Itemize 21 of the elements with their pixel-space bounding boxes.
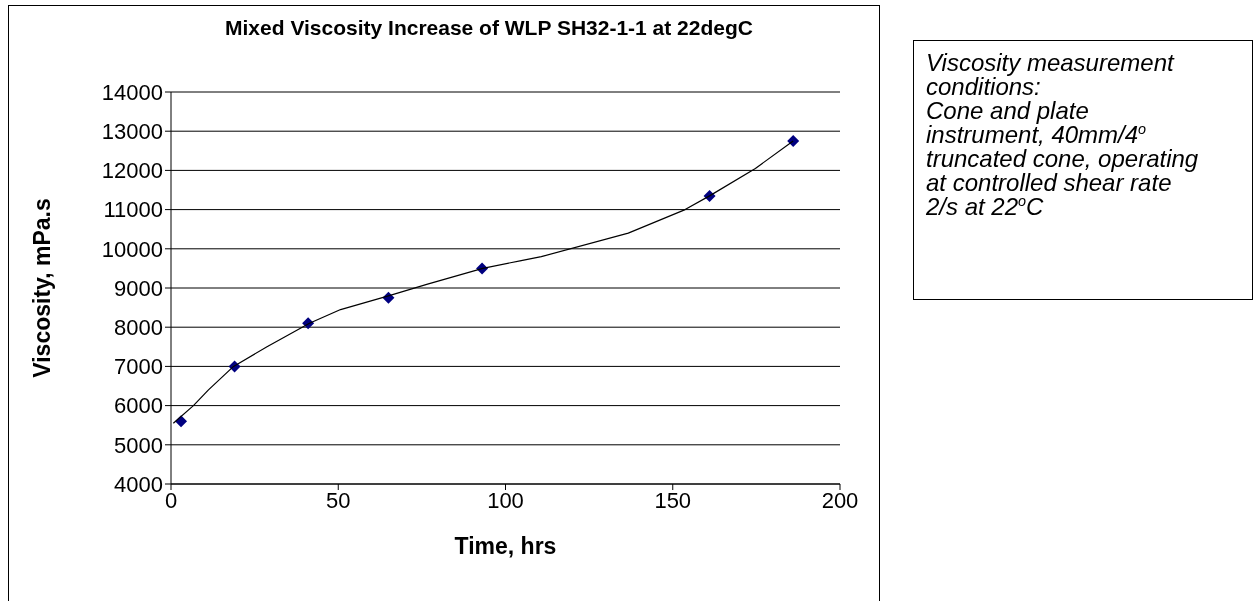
y-tick-label: 10000: [101, 236, 163, 262]
y-tick-label: 12000: [101, 158, 163, 184]
chart-title: Mixed Viscosity Increase of WLP SH32-1-1 at 22degC: [224, 16, 754, 40]
y-axis-title: Viscosity, mPa.s: [29, 198, 56, 378]
y-tick-label: 6000: [114, 393, 163, 419]
x-tick-label: 200: [821, 487, 859, 513]
y-tick-label: 7000: [114, 354, 163, 380]
y-tick-label: 4000: [114, 471, 163, 497]
point: [787, 135, 800, 147]
y-tick-label: 14000: [101, 79, 163, 105]
x-tick-label: 150: [654, 487, 692, 513]
text: Viscosity measurement conditions: Cone and plate instrument, 40mm/4$^{o}$ truncated cone, operating at controlled shear rate 2/s at 22$^{o}$C: [926, 49, 1199, 220]
x-tick-label: 50: [326, 487, 351, 513]
x-tick-label: 100: [487, 487, 524, 513]
y-tick-label: 5000: [114, 432, 163, 458]
y-tick-label: 9000: [114, 275, 163, 301]
x-axis-title: Time, hrs: [454, 533, 557, 559]
y-tick-label: 8000: [114, 315, 163, 341]
y-tick-label: 13000: [101, 119, 163, 145]
x-tick-label: 0: [164, 487, 178, 513]
y-tick-label: 11000: [103, 197, 163, 223]
